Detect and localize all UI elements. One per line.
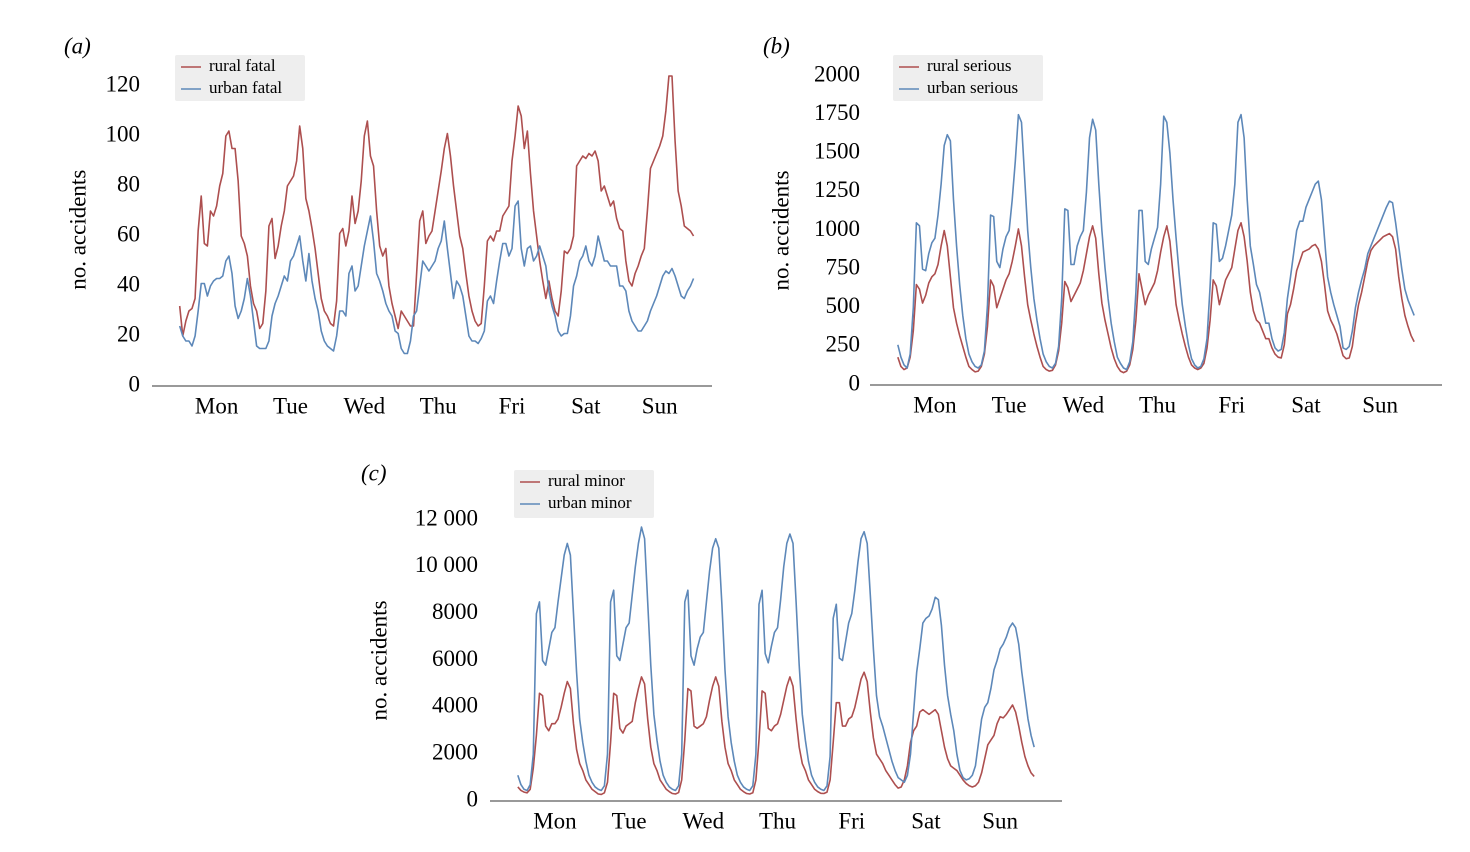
- panel-label: (a): [64, 33, 91, 58]
- x-tick-label: Wed: [344, 393, 386, 418]
- x-tick-label: Sun: [642, 393, 678, 418]
- y-tick-label: 60: [117, 221, 140, 246]
- y-tick-label: 500: [826, 293, 861, 318]
- y-tick-label: 6000: [432, 646, 478, 671]
- x-tick-label: Sun: [1362, 392, 1398, 417]
- x-tick-label: Tue: [273, 393, 308, 418]
- x-tick-label: Thu: [759, 808, 797, 833]
- y-axis-title: no. accidents: [366, 600, 391, 720]
- y-tick-label: 120: [106, 71, 141, 96]
- legend-box: [893, 55, 1043, 101]
- y-tick-label: 4000: [432, 693, 478, 718]
- y-tick-label: 10 000: [415, 552, 478, 577]
- x-tick-label: Tue: [612, 808, 647, 833]
- y-axis-title: no. accidents: [65, 170, 90, 290]
- x-tick-label: Tue: [992, 392, 1027, 417]
- y-tick-label: 0: [129, 371, 141, 396]
- x-tick-label: Thu: [420, 393, 458, 418]
- legend-label: urban fatal: [209, 78, 282, 97]
- y-tick-label: 1500: [814, 139, 860, 164]
- x-tick-label: Sat: [571, 393, 601, 418]
- legend-label: rural fatal: [209, 56, 276, 75]
- x-tick-label: Sun: [982, 808, 1018, 833]
- y-tick-label: 100: [106, 121, 141, 146]
- x-tick-label: Wed: [1063, 392, 1105, 417]
- y-tick-label: 2000: [814, 61, 860, 86]
- y-tick-label: 8000: [432, 599, 478, 624]
- x-tick-label: Sat: [911, 808, 941, 833]
- x-tick-label: Fri: [838, 808, 865, 833]
- y-axis-title: no. accidents: [768, 170, 793, 290]
- x-tick-label: Mon: [533, 808, 577, 833]
- series-line: [517, 671, 1035, 796]
- legend-label: rural serious: [927, 56, 1012, 75]
- y-tick-label: 40: [117, 271, 140, 296]
- y-tick-label: 20: [117, 321, 140, 346]
- legend-box: [514, 470, 654, 518]
- legend-label: rural minor: [548, 471, 625, 490]
- y-tick-label: 80: [117, 171, 140, 196]
- x-tick-label: Fri: [1218, 392, 1245, 417]
- series-line: [897, 221, 1415, 374]
- y-tick-label: 1750: [814, 100, 860, 125]
- series-line: [897, 113, 1415, 371]
- legend-label: urban serious: [927, 78, 1018, 97]
- x-tick-label: Mon: [195, 393, 239, 418]
- panel-label: (b): [763, 33, 790, 58]
- y-tick-label: 250: [826, 332, 861, 357]
- panel-label: (c): [361, 460, 387, 485]
- y-tick-label: 2000: [432, 739, 478, 764]
- legend-label: urban minor: [548, 493, 632, 512]
- x-tick-label: Thu: [1139, 392, 1177, 417]
- legend-box: [175, 55, 305, 101]
- series-line: [178, 200, 695, 355]
- x-tick-label: Sat: [1291, 392, 1321, 417]
- x-tick-label: Wed: [683, 808, 725, 833]
- y-tick-label: 0: [849, 370, 861, 395]
- y-tick-label: 12 000: [415, 505, 478, 530]
- series-line: [517, 526, 1035, 792]
- x-tick-label: Fri: [499, 393, 526, 418]
- series-line: [178, 75, 695, 337]
- y-tick-label: 750: [826, 254, 861, 279]
- x-tick-label: Mon: [913, 392, 957, 417]
- y-tick-label: 1000: [814, 216, 860, 241]
- y-tick-label: 1250: [814, 177, 860, 202]
- y-tick-label: 0: [467, 786, 479, 811]
